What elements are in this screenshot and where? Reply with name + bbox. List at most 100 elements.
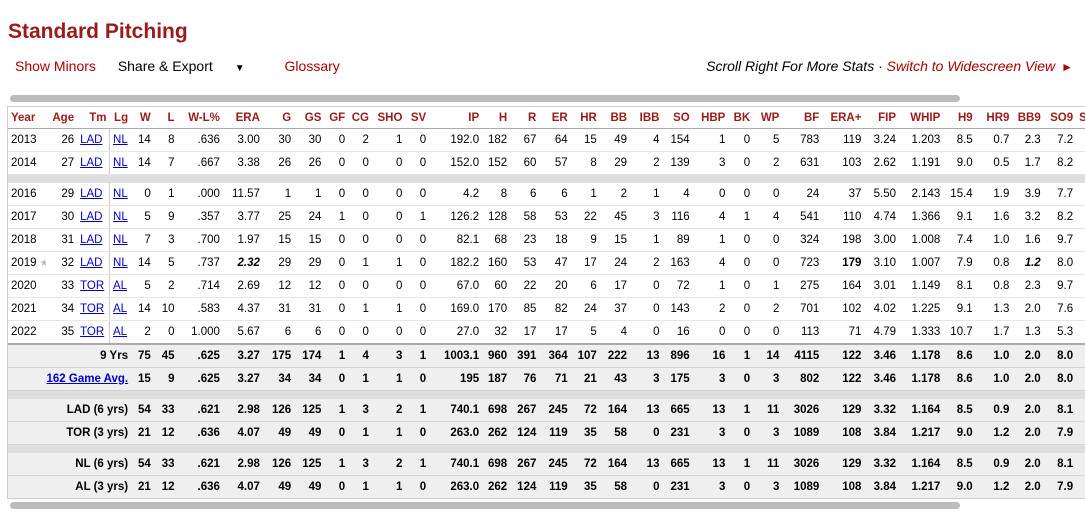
- cell-era: 2.32: [222, 251, 263, 275]
- cell-l: 2: [153, 274, 178, 298]
- cell-sho: 3: [371, 343, 406, 368]
- column-header-year[interactable]: Year: [8, 107, 46, 129]
- column-header-er[interactable]: ER: [539, 107, 571, 129]
- cell-bk: 1: [728, 399, 754, 422]
- column-header-era-[interactable]: ERA+: [822, 107, 865, 129]
- column-header-ibb[interactable]: IBB: [630, 107, 663, 129]
- cell-bb9: 2.0: [1012, 475, 1044, 498]
- cell-h: 182: [482, 128, 511, 152]
- column-header-sv[interactable]: SV: [405, 107, 430, 129]
- cell-sho: 2: [371, 453, 406, 476]
- league-link[interactable]: NL: [113, 188, 128, 200]
- column-header-era[interactable]: ERA: [222, 107, 263, 129]
- column-header-l[interactable]: L: [153, 107, 178, 129]
- cell-hr9: 0.9: [975, 453, 1013, 476]
- team-link[interactable]: TOR: [80, 303, 105, 315]
- cell-era: 3.00: [222, 128, 263, 152]
- cell-gf: 0: [324, 151, 349, 175]
- column-header-hr[interactable]: HR: [570, 107, 600, 129]
- cell-sho: 0: [371, 274, 406, 298]
- column-header-whip[interactable]: WHIP: [899, 107, 944, 129]
- column-header-fip[interactable]: FIP: [864, 107, 899, 129]
- league-link[interactable]: NL: [113, 157, 128, 169]
- team-link[interactable]: LAD: [80, 134, 103, 146]
- cell-er: 119: [539, 421, 571, 445]
- cell-ip: 263.0: [429, 475, 483, 498]
- column-header-lg[interactable]: Lg: [109, 107, 132, 129]
- column-header-cg[interactable]: CG: [348, 107, 372, 129]
- cell-gs: 31: [294, 297, 325, 321]
- share-export-menu[interactable]: Share & Export ▼: [118, 58, 263, 74]
- team-link[interactable]: TOR: [80, 280, 105, 292]
- column-header-g[interactable]: G: [262, 107, 295, 129]
- team-link[interactable]: LAD: [80, 257, 103, 269]
- column-header-h[interactable]: H: [482, 107, 511, 129]
- column-header-so[interactable]: SO: [1076, 107, 1085, 129]
- cell-w: 7: [131, 228, 154, 252]
- column-header-r[interactable]: R: [510, 107, 540, 129]
- column-header-h9[interactable]: H9: [943, 107, 976, 129]
- team-link[interactable]: TOR: [80, 326, 105, 338]
- cell-fip: 3.24: [864, 128, 899, 152]
- show-minors-link[interactable]: Show Minors: [15, 58, 96, 74]
- column-header-hr9[interactable]: HR9: [975, 107, 1013, 129]
- cell-sho: 0: [371, 205, 406, 229]
- cell-bk: 0: [728, 228, 754, 252]
- cell-so: 4: [1076, 399, 1085, 422]
- cell-so: 175: [662, 367, 693, 391]
- cell-so9: 8.2: [1043, 151, 1077, 175]
- cell-cg: 1: [348, 475, 372, 498]
- widescreen-link[interactable]: Switch to Widescreen View: [886, 58, 1056, 74]
- league-link[interactable]: NL: [113, 211, 128, 223]
- cell-bb: 15: [599, 228, 631, 252]
- cell-whip: 1.178: [899, 343, 944, 368]
- team-link[interactable]: LAD: [80, 157, 103, 169]
- cell-hr9: 1.2: [975, 421, 1013, 445]
- cell-ibb: 3: [630, 205, 663, 229]
- cell-era-: 122: [822, 343, 865, 368]
- cell-sv: 1: [405, 399, 430, 422]
- column-header-bb[interactable]: BB: [599, 107, 631, 129]
- cell-g: 31: [262, 297, 295, 321]
- cell-w: 14: [131, 297, 154, 321]
- game-avg-link[interactable]: 162 Game Avg.: [46, 373, 129, 385]
- cell-bf: 324: [782, 228, 823, 252]
- column-header-wp[interactable]: WP: [753, 107, 783, 129]
- cell-bb: 49: [599, 128, 631, 152]
- column-header-sho[interactable]: SHO: [371, 107, 406, 129]
- league-link[interactable]: AL: [113, 303, 128, 315]
- column-header-tm[interactable]: Tm: [77, 107, 110, 129]
- cell-l: 1: [153, 183, 178, 206]
- column-header-gf[interactable]: GF: [324, 107, 349, 129]
- column-header-so9[interactable]: SO9: [1043, 107, 1077, 129]
- pitching-stats-table: Year Age Tm Lg W L W-L% ERA G GS GF CG SHO SV IP H R ER HR…: [8, 107, 1085, 498]
- spacer-cell: [8, 390, 1085, 399]
- glossary-link[interactable]: Glossary: [284, 58, 340, 74]
- league-link[interactable]: AL: [113, 326, 128, 338]
- league-link[interactable]: NL: [113, 257, 128, 269]
- column-header-bb9[interactable]: BB9: [1012, 107, 1044, 129]
- column-header-age[interactable]: Age: [45, 107, 78, 129]
- team-link[interactable]: LAD: [80, 211, 103, 223]
- column-header-ip[interactable]: IP: [429, 107, 483, 129]
- column-header-w[interactable]: W: [131, 107, 154, 129]
- cell-bf: 275: [782, 274, 823, 298]
- column-header-so[interactable]: SO: [662, 107, 693, 129]
- team-link[interactable]: LAD: [80, 188, 103, 200]
- cell-hbp: 1: [692, 274, 729, 298]
- column-header-gs[interactable]: GS: [294, 107, 325, 129]
- cell-hr9: 1.7: [975, 320, 1013, 345]
- cell-wp: 2: [753, 297, 783, 321]
- league-link[interactable]: NL: [113, 134, 128, 146]
- league-link[interactable]: NL: [113, 234, 128, 246]
- horizontal-scrollbar-bottom[interactable]: [10, 502, 960, 509]
- column-header-w-l-[interactable]: W-L%: [177, 107, 223, 129]
- cell-h9: 8.6: [943, 367, 976, 391]
- summary-label: AL (3 yrs): [75, 481, 129, 493]
- league-link[interactable]: AL: [113, 280, 128, 292]
- column-header-bf[interactable]: BF: [782, 107, 823, 129]
- team-link[interactable]: LAD: [80, 234, 103, 246]
- column-header-hbp[interactable]: HBP: [692, 107, 729, 129]
- horizontal-scrollbar-top[interactable]: [10, 95, 960, 102]
- column-header-bk[interactable]: BK: [728, 107, 754, 129]
